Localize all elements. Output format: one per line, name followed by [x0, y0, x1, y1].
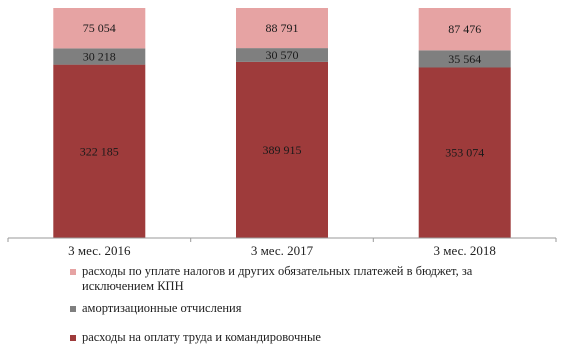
legend-item-depreciation: амортизационные отчисления	[70, 301, 490, 316]
legend-item-salaries: расходы на оплату труда и командировочны…	[70, 330, 490, 345]
bar-segment-taxes-2	[236, 8, 328, 49]
chart-legend: расходы по уплате налогов и других обяза…	[70, 264, 490, 345]
data-label-depreciation-3: 35 564	[448, 52, 481, 66]
bar-segment-taxes-3	[418, 8, 511, 51]
x-tick-label-2: 3 мес. 2017	[251, 243, 314, 258]
bar-segment-depreciation-2	[236, 48, 328, 62]
data-label-salaries-2: 389 915	[263, 143, 302, 157]
bar-segment-salaries-2	[236, 61, 328, 239]
x-axis-ticks: 3 мес. 2016 3 мес. 2017 3 мес. 2018	[7, 238, 557, 258]
bar-segment-depreciation-3	[418, 50, 511, 68]
bar-segment-taxes-1	[53, 8, 146, 49]
bar-segment-salaries-3	[418, 67, 511, 239]
data-label-salaries-3: 353 074	[445, 146, 484, 160]
data-label-taxes-1: 75 054	[83, 21, 116, 35]
data-label-depreciation-1: 30 218	[83, 50, 116, 64]
legend-swatch-taxes	[70, 269, 76, 275]
legend-item-taxes: расходы по уплате налогов и других обяза…	[70, 264, 490, 294]
bars-layer: 322 185 30 218 75 054 389 915 30 570 88 791 35…	[53, 8, 511, 239]
x-tick-label-3: 3 мес. 2018	[434, 243, 496, 258]
data-label-depreciation-2: 30 570	[266, 48, 299, 62]
legend-label-taxes: расходы по уплате налогов и других обяза…	[82, 264, 473, 293]
legend-label-salaries: расходы на оплату труда и командировочны…	[82, 330, 321, 344]
data-label-salaries-1: 322 185	[80, 144, 119, 158]
data-label-taxes-2: 88 791	[266, 21, 299, 35]
bar-segment-salaries-1	[53, 64, 146, 238]
legend-label-depreciation: амортизационные отчисления	[82, 301, 242, 315]
legend-swatch-depreciation	[70, 306, 76, 312]
legend-swatch-salaries	[70, 335, 76, 341]
x-tick-label-1: 3 мес. 2016	[68, 243, 131, 258]
stacked-bar-chart: 322 185 30 218 75 054 389 915 30 570 88 791 35…	[7, 8, 557, 258]
data-label-taxes-3: 87 476	[448, 22, 481, 36]
bar-segment-depreciation-1	[53, 48, 146, 65]
